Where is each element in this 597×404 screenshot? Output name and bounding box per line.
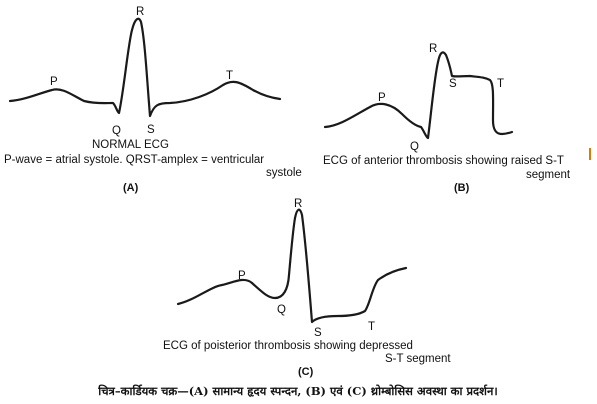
ecg-a-desc-line2: systole	[266, 167, 302, 179]
ecg-b-desc-line2: segment	[526, 169, 571, 181]
figure-caption: चित्र–कार्डियक चक्र—(A) सामान्य हृदय स्प…	[97, 384, 497, 398]
ecg-c-label-r: R	[294, 198, 302, 210]
ecg-b-label-t: T	[497, 78, 504, 90]
ecg-c-label-s: S	[314, 327, 322, 339]
ecg-a-label-p: P	[50, 76, 58, 88]
ecg-a-desc-line1: P-wave = atrial systole. QRST-amplex = v…	[4, 154, 264, 166]
diagram-c: R P Q S T ECG of poisterior thrombosis s…	[163, 198, 451, 378]
ecg-a-panel-label: (A)	[123, 182, 139, 194]
ecg-a-label-t: T	[226, 70, 233, 82]
ecg-c-label-p: P	[238, 270, 246, 282]
ecg-b-label-q: Q	[410, 141, 419, 153]
ecg-b-label-p: P	[378, 92, 386, 104]
ecg-a-waveform	[8, 17, 282, 118]
diagram-b: P R S T Q ECG of anterior thrombosis sho…	[323, 43, 591, 194]
ecg-c-desc-line2: S-T segment	[385, 353, 451, 365]
ecg-b-panel-label: (B)	[454, 182, 470, 194]
ecg-b-desc-line1: ECG of anterior thrombosis showing raise…	[323, 155, 564, 167]
ecg-c-panel-label: (C)	[298, 366, 314, 378]
ecg-a-label-r: R	[136, 6, 144, 18]
ecg-a-label-s: S	[147, 124, 155, 136]
ecg-b-label-s: S	[449, 78, 457, 90]
ecg-c-waveform	[176, 208, 408, 324]
ecg-a-name: NORMAL ECG	[92, 139, 169, 151]
diagram-a: P R T Q S NORMAL ECG P-wave = atrial sys…	[4, 6, 302, 194]
ecg-a-label-q: Q	[112, 125, 121, 137]
ecg-c-label-q: Q	[277, 304, 286, 316]
ecg-c-desc-line1: ECG of poisterior thrombosis showing dep…	[163, 340, 413, 352]
ecg-b-waveform	[323, 51, 514, 140]
ecg-b-label-r: R	[429, 43, 437, 55]
ecg-c-label-t: T	[368, 321, 375, 333]
